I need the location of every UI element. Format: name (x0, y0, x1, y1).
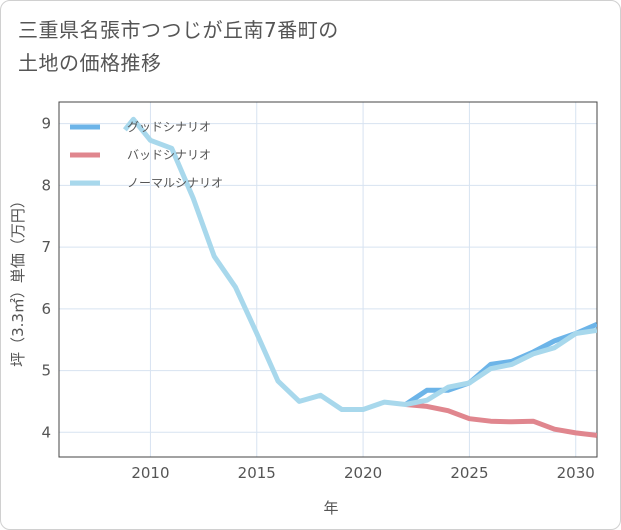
x-tick-label: 2030 (557, 464, 595, 482)
legend-label: グッドシナリオ (127, 120, 211, 134)
y-tick-label: 5 (41, 362, 51, 380)
y-tick-label: 4 (41, 423, 51, 441)
legend-bad-scenario[interactable]: バッドシナリオ (70, 148, 211, 162)
chart-title-line-2: 土地の価格推移 (18, 51, 162, 75)
x-axis-label: 年 (323, 499, 338, 517)
y-axis-label: 坪（3.3㎡）単価（万円） (9, 193, 27, 367)
bad-scenario-line (405, 402, 597, 438)
legend-label: バッドシナリオ (127, 148, 211, 162)
y-tick-label: 7 (41, 238, 51, 256)
legend-label: ノーマルシナリオ (127, 176, 223, 190)
good-scenario-line (404, 322, 597, 407)
x-tick-label: 2015 (238, 464, 276, 482)
series-lines (122, 116, 597, 438)
y-tick-label: 8 (41, 176, 51, 194)
legend-normal-scenario[interactable]: ノーマルシナリオ (70, 176, 223, 190)
axis-ticks: 2010 2015 2020 2025 2030 4 5 6 7 8 9 (41, 115, 594, 482)
gridlines (59, 102, 597, 457)
y-tick-label: 6 (41, 300, 51, 318)
plot-frame (58, 101, 598, 458)
normal-scenario-line (122, 116, 597, 412)
y-tick-label: 9 (41, 115, 51, 133)
chart-title-line-1: 三重県名張市つつじが丘南7番町の (18, 18, 339, 42)
x-tick-label: 2025 (450, 464, 488, 482)
legend-good-scenario[interactable]: グッドシナリオ (70, 120, 211, 134)
x-tick-label: 2010 (131, 464, 169, 482)
x-tick-label: 2020 (344, 464, 382, 482)
chart-title: 三重県名張市つつじが丘南7番町の 土地の価格推移 (18, 14, 339, 80)
